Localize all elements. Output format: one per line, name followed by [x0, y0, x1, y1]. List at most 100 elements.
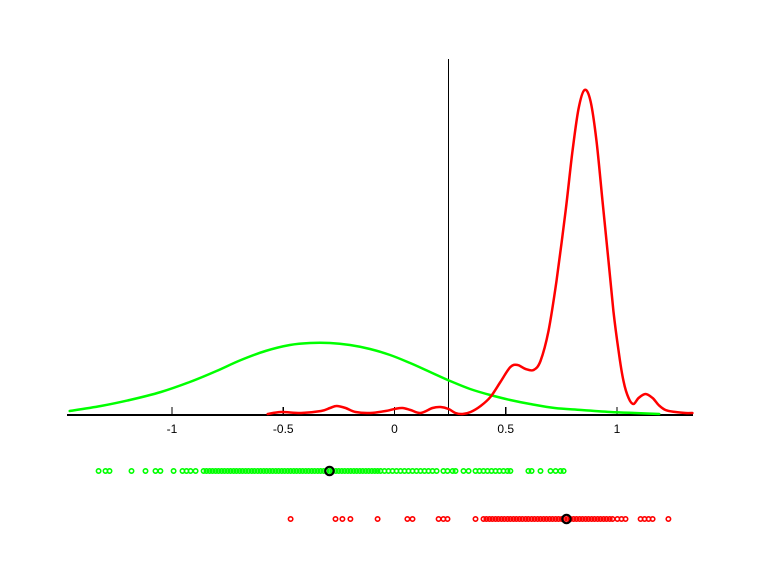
- green-samples-rug-point: [341, 467, 348, 474]
- green-samples-rug-point: [368, 467, 375, 474]
- red-samples-rug-point: [576, 515, 583, 522]
- red-samples-rug-point: [528, 515, 535, 522]
- green-samples-rug-point: [245, 467, 252, 474]
- green-samples-rug-point: [537, 467, 544, 474]
- green-samples-rug-point: [221, 467, 228, 474]
- green-samples-rug-point: [465, 467, 472, 474]
- red-samples-rug-point: [519, 515, 526, 522]
- red-samples-rug-point: [486, 515, 493, 522]
- red-samples-rug-point: [558, 515, 565, 522]
- x-tick-label: 1: [614, 422, 621, 436]
- red-samples-rug-point: [606, 515, 613, 522]
- green-samples-rug-point: [449, 467, 456, 474]
- green-samples-rug-point: [365, 467, 372, 474]
- red-samples-rug-point: [588, 515, 595, 522]
- red-samples-rug-point: [522, 515, 529, 522]
- green-samples-rug-point: [347, 467, 354, 474]
- red-samples-rug-point: [498, 515, 505, 522]
- green-samples-rug-point: [209, 467, 216, 474]
- green-samples-rug-point: [444, 467, 451, 474]
- green-samples-rug-point: [314, 467, 321, 474]
- green-samples-rug-point: [296, 467, 303, 474]
- green-samples-rug-point: [311, 467, 318, 474]
- red-samples-rug-point: [600, 515, 607, 522]
- green-samples-rug-point: [95, 467, 102, 474]
- green-samples-rug-point: [230, 467, 237, 474]
- green-samples-rug-point: [460, 467, 467, 474]
- red-samples-rug-point: [510, 515, 517, 522]
- red-samples-rug-point: [404, 515, 411, 522]
- green-samples-rug-point: [272, 467, 279, 474]
- green-samples-rug-point: [560, 467, 567, 474]
- green-samples-rug-point: [224, 467, 231, 474]
- red-samples-rug-point: [507, 515, 514, 522]
- green-samples-rug-point: [552, 467, 559, 474]
- red-samples-rug-point: [555, 515, 562, 522]
- green-samples-rug-point: [302, 467, 309, 474]
- red-samples-rug-point: [543, 515, 550, 522]
- green-samples-rug-point: [239, 467, 246, 474]
- red-samples-rug-point: [504, 515, 511, 522]
- green-samples-rug-point: [106, 467, 113, 474]
- red-samples-rug-point: [516, 515, 523, 522]
- green-samples-rug-point: [227, 467, 234, 474]
- red-samples-rug-point: [525, 515, 532, 522]
- green-samples-rug-point: [504, 467, 511, 474]
- green-samples-rug-point: [374, 467, 381, 474]
- red-samples-rug-point: [435, 515, 442, 522]
- red-samples-rug-point: [501, 515, 508, 522]
- red-samples-rug-point: [649, 515, 656, 522]
- green-samples-rug-point: [335, 467, 342, 474]
- red-samples-rug-point: [483, 515, 490, 522]
- red-samples-rug-point: [585, 515, 592, 522]
- green-samples-rug-point: [170, 467, 177, 474]
- red-samples-rug-point: [534, 515, 541, 522]
- green-samples-rug-point: [356, 467, 363, 474]
- green-samples-rug-point: [263, 467, 270, 474]
- red-samples-rug-point: [339, 515, 346, 522]
- green-samples-rug-point: [452, 467, 459, 474]
- green-samples-rug-point: [152, 467, 159, 474]
- red-samples-rug-point: [573, 515, 580, 522]
- green-samples-rug-point: [212, 467, 219, 474]
- red-samples-rug-point: [347, 515, 354, 522]
- green-samples-rug-point: [248, 467, 255, 474]
- red-samples-rug-point: [665, 515, 672, 522]
- green-samples-rug-point: [359, 467, 366, 474]
- red-samples-rug-point: [603, 515, 610, 522]
- green-samples-rug-point: [266, 467, 273, 474]
- green-samples-rug-point: [547, 467, 554, 474]
- red-samples-rug-point: [549, 515, 556, 522]
- green-samples-rug-point: [317, 467, 324, 474]
- red-samples-rug-point: [597, 515, 604, 522]
- red-samples-rug-point: [546, 515, 553, 522]
- green-samples-rug-point: [236, 467, 243, 474]
- green-samples-rug-point: [287, 467, 294, 474]
- red-samples-rug-point: [492, 515, 499, 522]
- green-samples-rug-point: [290, 467, 297, 474]
- green-samples-rug-point: [128, 467, 135, 474]
- red-samples-rug-point: [579, 515, 586, 522]
- green-samples-rug-point: [257, 467, 264, 474]
- red-samples-rug-point: [495, 515, 502, 522]
- green-samples-rug-point: [142, 467, 149, 474]
- red-samples-rug-point: [591, 515, 598, 522]
- x-tick-label: 0.5: [497, 422, 514, 436]
- red-samples-rug-point: [531, 515, 538, 522]
- red-samples-rug-point: [332, 515, 339, 522]
- red-samples-rug-point: [537, 515, 544, 522]
- green-samples-rug-point: [299, 467, 306, 474]
- green-samples-rug-point: [278, 467, 285, 474]
- red-samples-rug-point: [489, 515, 496, 522]
- green-samples-rug-point: [308, 467, 315, 474]
- green-samples-rug-point: [218, 467, 225, 474]
- green-samples-rug-point: [200, 467, 207, 474]
- red-samples-rug-point: [582, 515, 589, 522]
- green-samples-rug-point: [433, 467, 440, 474]
- x-tick-label: 0: [391, 422, 398, 436]
- green-samples-rug-point: [284, 467, 291, 474]
- green-samples-rug-point: [305, 467, 312, 474]
- red-samples-rug-point: [374, 515, 381, 522]
